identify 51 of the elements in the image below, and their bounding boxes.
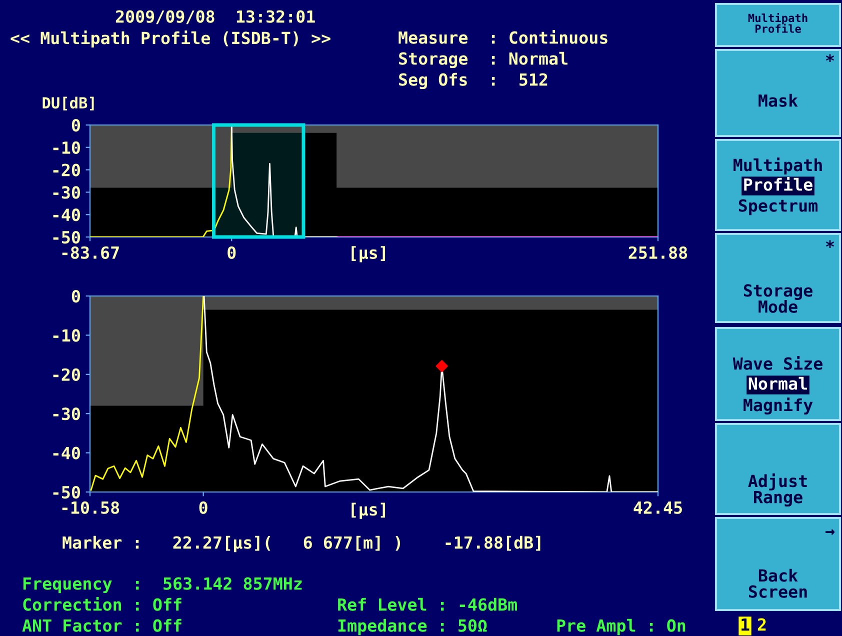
- text: Normal: [748, 376, 807, 390]
- x-tick-label: -83.67: [62, 246, 119, 259]
- text: Seg Ofs : 512: [399, 72, 548, 90]
- text: Ref Level : -46dBm: [338, 598, 517, 611]
- text: Spectrum: [738, 199, 818, 216]
- x-axis-title: [μs]: [352, 246, 385, 262]
- text: Adjust Range: [748, 473, 807, 507]
- y-tick-label: -30: [53, 408, 80, 420]
- x-tick-label: 42.45: [634, 501, 682, 514]
- y-tick-label: 0: [72, 290, 80, 303]
- text: Magnify: [744, 397, 813, 414]
- text: Frequency : 563.142 857MHz: [23, 577, 302, 594]
- y-tick-label: -10: [53, 141, 80, 154]
- y-tick-label: -20: [53, 368, 80, 381]
- text: Correction : Off: [23, 597, 182, 611]
- text: Storage Mode: [744, 284, 812, 313]
- text: Marker : 22.27[μs]( 6 677[m] ) -17.88[dB]: [62, 536, 540, 552]
- text: Impedance : 50Ω: [338, 618, 487, 636]
- text: ANT Factor : Off: [22, 618, 182, 632]
- y-tick-label: -10: [53, 329, 80, 342]
- line-series: [230, 125, 338, 237]
- text: Measure : Continuous: [398, 30, 608, 44]
- text: Back Screen: [748, 568, 807, 598]
- x-tick-label: 0: [228, 246, 236, 259]
- text: Pre Ampl : On: [557, 618, 686, 636]
- text: Profile: [744, 177, 812, 191]
- x-tick-label: -10.58: [62, 501, 120, 514]
- text: Multipath Profile: [748, 12, 808, 33]
- text: 2009/09/08 13:32:01: [116, 10, 315, 24]
- y-tick-label: -50: [53, 230, 80, 244]
- line-series: [203, 296, 658, 492]
- y-axis-title: DU[dB]: [42, 96, 94, 110]
- x-tick-label: 251.88: [628, 246, 688, 259]
- chart-title: << Multipath Profile (ISDB-T) >>: [10, 30, 330, 48]
- text: *: [826, 54, 834, 62]
- y-tick-label: 0: [72, 118, 80, 132]
- text: →: [826, 529, 834, 535]
- text: Wave Size: [732, 356, 822, 370]
- y-tick-label: -40: [53, 208, 80, 222]
- x-tick-label: 0: [199, 501, 208, 514]
- text: *: [826, 240, 834, 248]
- y-tick-label: -20: [53, 164, 80, 176]
- y-tick-label: -50: [53, 486, 80, 499]
- text: Storage : Normal: [399, 52, 568, 68]
- text: 1: [742, 618, 750, 631]
- text: 2: [758, 618, 766, 631]
- y-tick-label: -30: [53, 186, 80, 199]
- text: Multipath: [734, 157, 822, 175]
- x-axis-title: [μs]: [352, 502, 385, 519]
- y-tick-label: -40: [53, 446, 80, 460]
- text: Mask: [758, 94, 798, 107]
